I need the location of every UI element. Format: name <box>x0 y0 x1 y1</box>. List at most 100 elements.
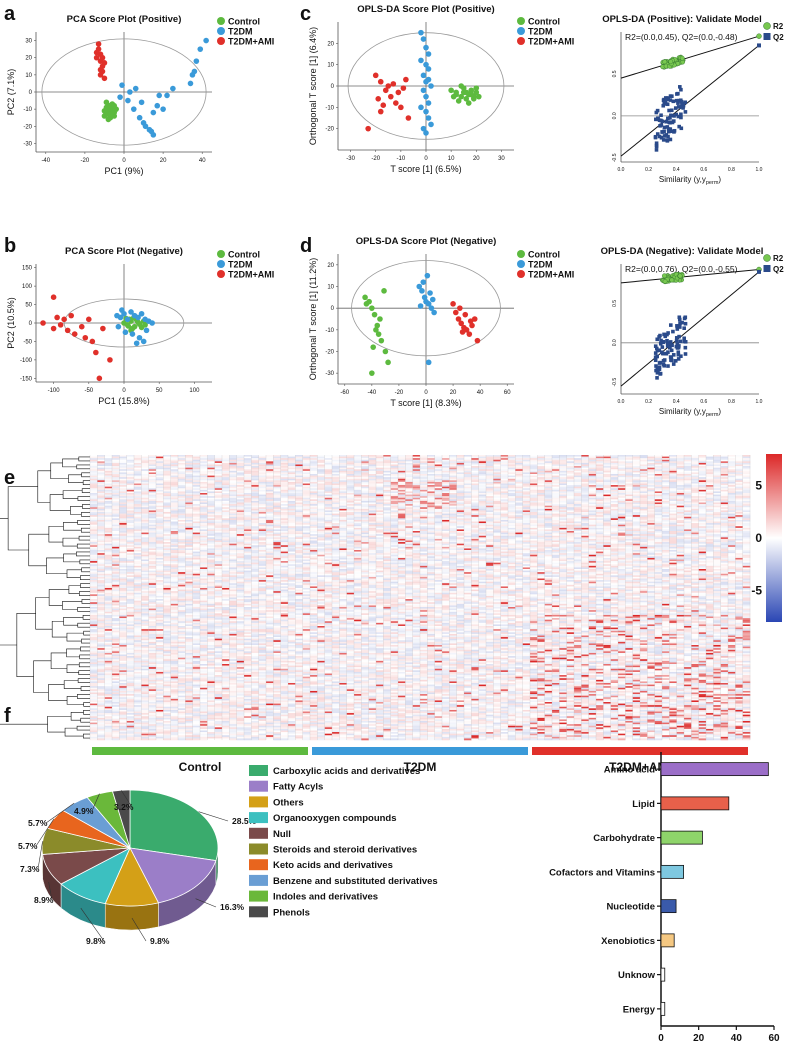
heatmap-cell <box>141 480 149 483</box>
heatmap-cell <box>574 505 582 508</box>
heatmap-cell <box>581 491 589 494</box>
heatmap-cell <box>574 472 582 475</box>
heatmap-cell <box>192 472 201 475</box>
q2-point-c2-74 <box>654 144 659 149</box>
heatmap-cell <box>148 467 157 470</box>
heatmap-cell <box>90 458 98 461</box>
heatmap-cell <box>346 486 355 489</box>
heatmap-cell <box>706 480 714 483</box>
heatmap-cell <box>427 475 435 478</box>
heatmap-cell <box>581 504 589 506</box>
heatmap-cell <box>361 478 369 481</box>
heatmap-cell <box>456 464 465 467</box>
heatmap-cell <box>185 485 193 487</box>
heatmap-cell <box>522 474 531 476</box>
heatmap-cell <box>684 459 692 462</box>
heatmap-cell <box>698 466 707 468</box>
r2-point-d2-57 <box>662 279 668 284</box>
heatmap-cell <box>603 505 611 508</box>
heatmap-cell <box>119 458 127 461</box>
heatmap-cell <box>90 459 98 462</box>
heatmap-cell <box>332 459 340 462</box>
heatmap-cell <box>581 472 589 475</box>
heatmap-cell <box>684 469 692 472</box>
heatmap-cell <box>698 464 707 467</box>
heatmap-cell <box>258 496 267 499</box>
heatmap-cell <box>178 466 186 468</box>
heatmap-cell <box>244 459 252 462</box>
heatmap-cell <box>398 481 406 484</box>
data-point-a-t2dm-20 <box>193 58 200 64</box>
heatmap-cell <box>346 459 355 462</box>
heatmap-cell <box>684 485 692 487</box>
heatmap-cell <box>640 464 648 467</box>
data-point-a-t2dm-19 <box>191 68 198 75</box>
heatmap-cell <box>706 459 714 462</box>
heatmap-cell <box>332 491 340 494</box>
heatmap-cell <box>192 489 201 492</box>
heatmap-cell <box>662 469 670 472</box>
heatmap-cell <box>625 459 633 462</box>
heatmap-cell <box>735 502 743 505</box>
heatmap-cell <box>669 467 677 470</box>
heatmap-cell <box>669 470 677 473</box>
heatmap-cell <box>390 462 399 465</box>
heatmap-cell <box>500 474 509 476</box>
heatmap-cell <box>588 494 597 497</box>
heatmap-cell <box>266 458 274 461</box>
data-point-b-t2dm-14 <box>136 334 143 341</box>
heatmap-cell <box>163 504 171 506</box>
heatmap-cell <box>698 505 707 508</box>
heatmap-cell <box>346 489 355 492</box>
heatmap-cell <box>405 505 413 508</box>
heatmap-cell <box>148 496 157 499</box>
heatmap-cell <box>544 475 553 478</box>
heatmap-cell <box>456 497 465 500</box>
heatmap-cell <box>456 462 465 465</box>
heatmap-cell <box>728 504 736 506</box>
x-tick-label-c-2: -10 <box>397 156 406 162</box>
heatmap-cell <box>464 461 472 464</box>
heatmap-cell <box>185 466 193 468</box>
heatmap-cell <box>90 500 98 503</box>
heatmap-cell <box>625 486 633 489</box>
heatmap-cell <box>654 461 663 464</box>
heatmap-cell <box>222 491 230 494</box>
heatmap-cell <box>530 466 538 468</box>
legend-label-a-2: T2DM+AMI <box>228 37 274 47</box>
heatmap-cell <box>669 494 677 497</box>
heatmap-cell <box>310 497 318 500</box>
heatmap-cell <box>530 499 538 502</box>
heatmap-cell <box>295 480 303 483</box>
data-point-d-control-4 <box>374 322 381 329</box>
heatmap-cell <box>192 486 201 489</box>
heatmap-cell <box>544 499 553 502</box>
heatmap-cell <box>376 467 384 470</box>
heatmap-cell <box>148 464 157 467</box>
heatmap-cell <box>295 505 303 508</box>
heatmap-cell <box>280 497 289 500</box>
heatmap-cell <box>654 494 663 497</box>
heatmap-cell <box>735 483 743 486</box>
q2-point-d2-48 <box>661 359 666 363</box>
heatmap-cell <box>317 470 325 473</box>
heatmap-cell <box>456 458 465 461</box>
heatmap-cell <box>273 469 281 472</box>
heatmap-cell <box>251 467 259 470</box>
heatmap-cell <box>552 480 560 483</box>
heatmap-cell <box>244 467 252 470</box>
heatmap-cell <box>390 464 399 467</box>
heatmap-cell <box>500 459 509 462</box>
heatmap-cell <box>222 494 230 497</box>
heatmap-cell <box>178 486 186 489</box>
heatmap-cell <box>640 466 648 468</box>
data-point-d-control-0 <box>362 294 368 301</box>
heatmap-cell <box>346 494 355 497</box>
heatmap-cell <box>471 456 479 459</box>
heatmap-cell <box>640 456 648 459</box>
heatmap-cell <box>581 480 589 483</box>
q2-point-d2-32 <box>655 376 659 380</box>
heatmap-cell <box>141 494 149 497</box>
heatmap-cell <box>588 462 597 465</box>
heatmap-cell <box>229 502 237 505</box>
